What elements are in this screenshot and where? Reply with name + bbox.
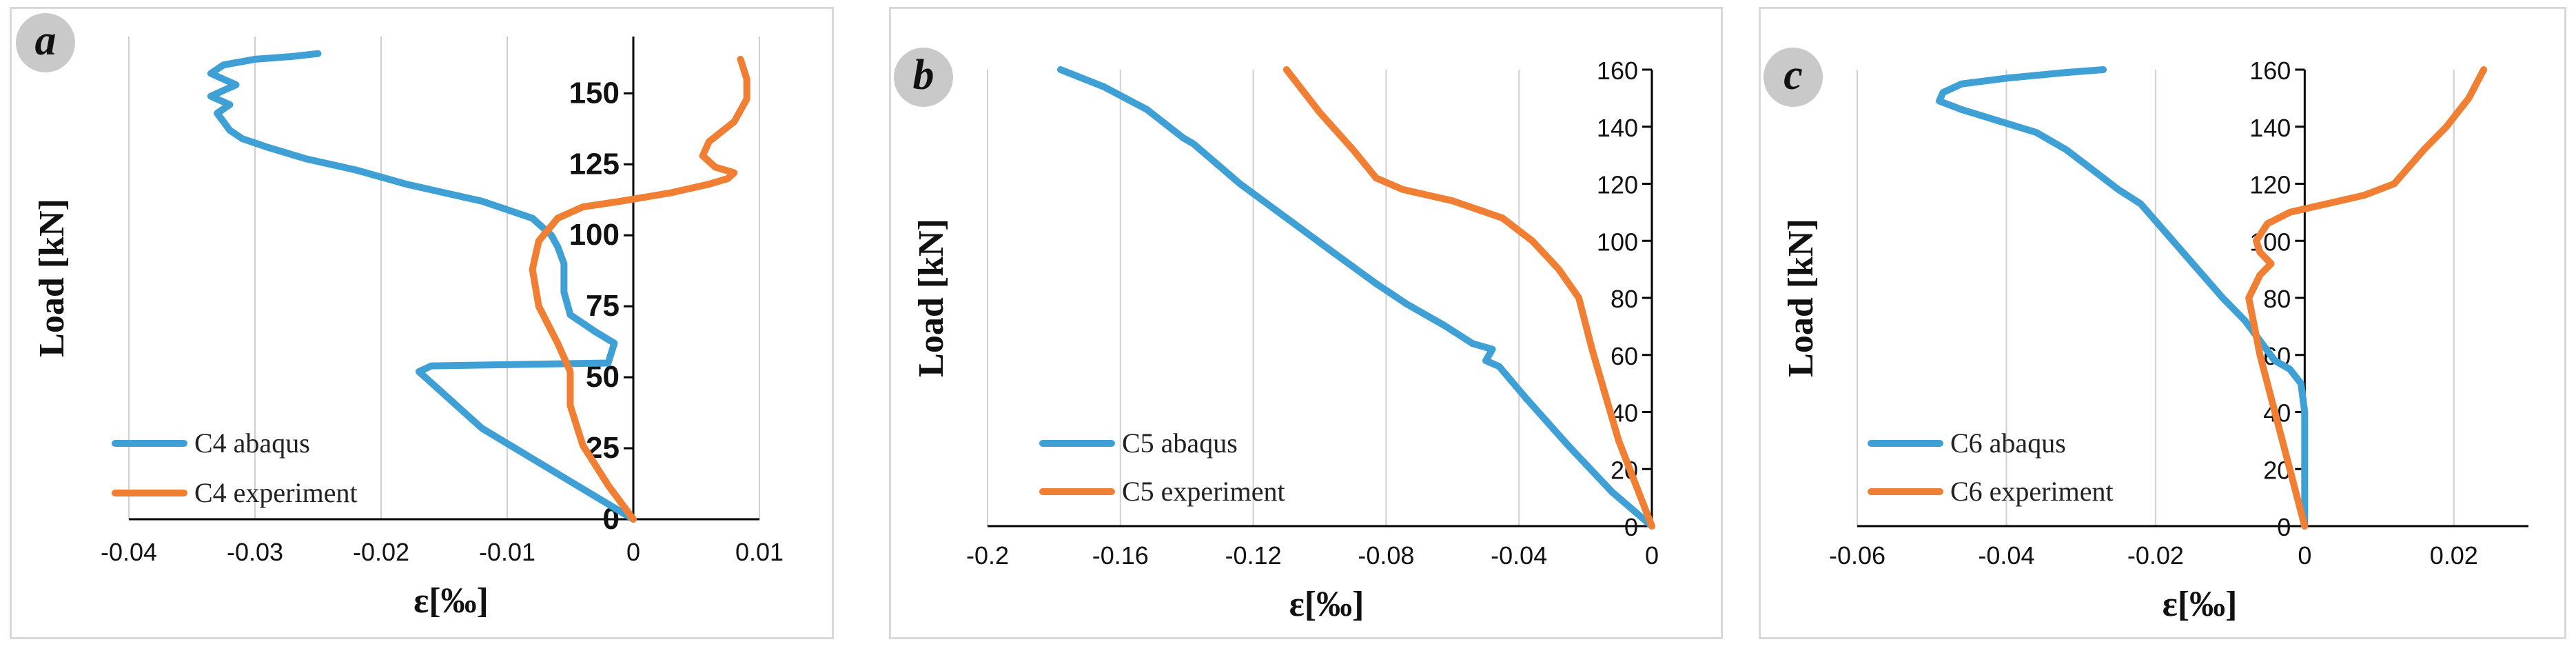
y-tick-label: 140 (2249, 114, 2291, 142)
y-tick-label: 150 (569, 76, 620, 110)
x-tick-label: 0.01 (735, 538, 784, 566)
legend-label: C4 experiment (194, 477, 358, 508)
panel-label-a: a (16, 13, 75, 72)
panel-label-b: b (894, 48, 953, 107)
x-tick-label: 0 (2298, 541, 2311, 570)
x-tick-label: -0.12 (1225, 541, 1282, 570)
y-axis-title: Load [kN] (1781, 219, 1821, 377)
legend-label: C5 abaqus (1122, 428, 1238, 459)
chart-panel-b: 0 20 40 60 80 100 120 140 160 -0.2 -0.16 -0.12 -0.08… (889, 7, 1723, 639)
legend-label: C5 experiment (1122, 476, 1285, 507)
x-tick-label: -0.08 (1358, 541, 1414, 570)
x-tick-label: -0.04 (101, 538, 157, 566)
series-line-experiment (529, 55, 750, 523)
y-tick-label: 120 (2249, 171, 2291, 199)
x-tick-label: -0.06 (1829, 541, 1885, 570)
y-tick-label: 100 (1597, 228, 1638, 256)
x-tick-label: -0.03 (227, 538, 283, 566)
x-axis-title: ε[‰] (1289, 585, 1364, 624)
x-axis-title: ε[‰] (2163, 585, 2238, 624)
y-tick-label: 100 (569, 218, 620, 252)
y-tick-label: 0 (1624, 513, 1638, 541)
series-line-abaqus (1936, 66, 2309, 530)
y-tick-label: 75 (586, 289, 620, 323)
legend-label: C4 abaqus (194, 428, 310, 459)
x-tick-label: 0 (626, 538, 640, 566)
x-tick-label: -0.16 (1092, 541, 1149, 570)
series-line-abaqus (207, 50, 637, 523)
x-tick-label: -0.04 (1491, 541, 1547, 570)
x-tick-label: -0.02 (353, 538, 409, 566)
x-tick-label: -0.02 (2127, 541, 2184, 570)
x-tick-label: 0 (1645, 541, 1659, 570)
x-tick-label: -0.04 (1978, 541, 2034, 570)
y-tick-label: 120 (1597, 171, 1638, 199)
legend-label: C6 abaqus (1950, 428, 2066, 459)
legend-label: C6 experiment (1950, 476, 2114, 507)
x-tick-label: -0.01 (479, 538, 535, 566)
y-tick-label: 80 (2263, 285, 2291, 313)
y-tick-label: 160 (2249, 57, 2291, 85)
x-tick-label: -0.2 (966, 541, 1009, 570)
panel-label-c: c (1764, 48, 1823, 107)
x-tick-label: 0.02 (2430, 541, 2478, 570)
chart-panel-c: 0 20 40 60 80 100 120 140 160 -0.06 -0.04 -0.02 0 0.0… (1759, 7, 2566, 639)
y-tick-label: 80 (1611, 285, 1638, 313)
y-axis-title: Load [kN] (32, 199, 72, 357)
chart-panel-a: 0 25 50 75 100 125 150 -0.04 -0.03 -0.02 -0.01 0 0.0… (10, 7, 834, 639)
y-tick-label: 140 (1597, 114, 1638, 142)
y-axis-title: Load [kN] (912, 219, 951, 377)
y-tick-label: 60 (1611, 342, 1638, 370)
series-line-experiment (1282, 66, 1655, 530)
y-tick-label: 125 (569, 147, 620, 181)
y-tick-label: 0 (2277, 513, 2291, 541)
x-axis-title: ε[‰] (413, 581, 489, 621)
series-line-experiment (2245, 66, 2488, 530)
y-tick-label: 160 (1597, 57, 1638, 85)
series-line-abaqus (1057, 66, 1655, 530)
